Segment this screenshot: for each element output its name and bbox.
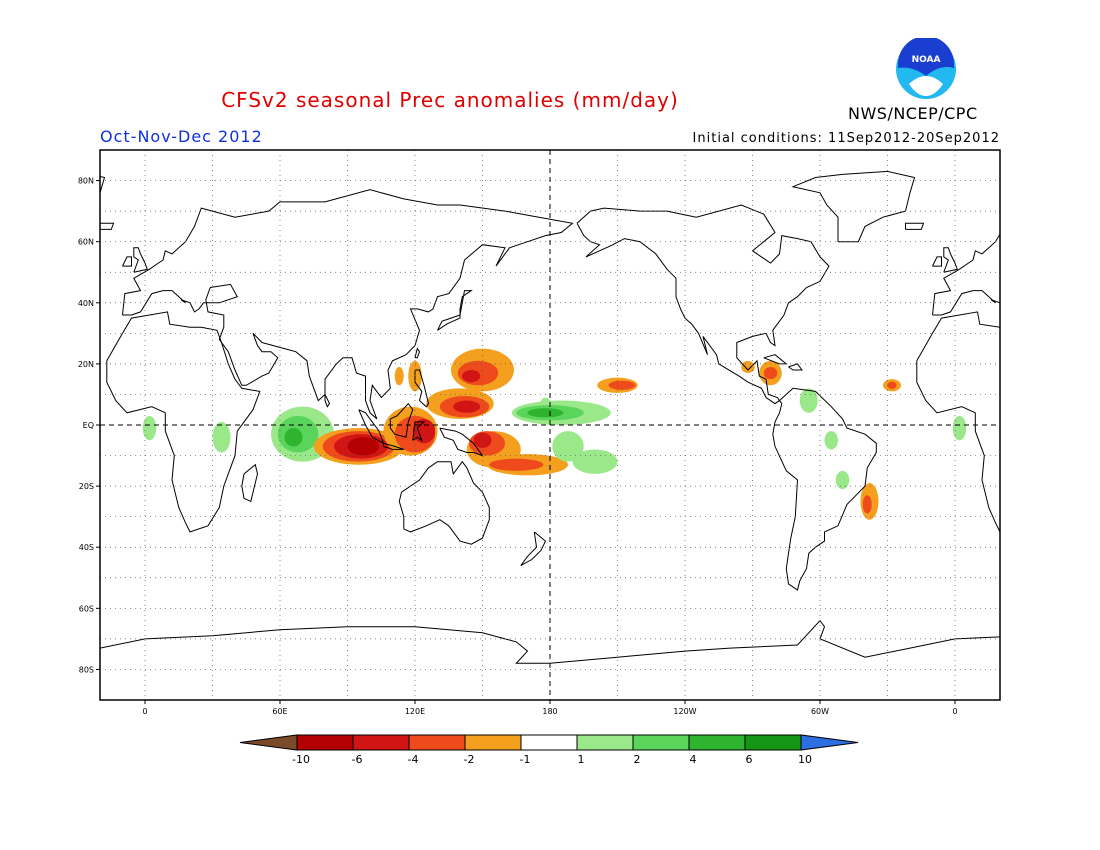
- coastline-path: [437, 290, 473, 331]
- coastline-path: [943, 247, 958, 273]
- colorbar-tick-label: -1: [520, 753, 531, 766]
- anomaly-region: [212, 421, 231, 453]
- lon-tick-label: 60E: [272, 707, 287, 716]
- colorbar-min-arrow: [239, 734, 298, 751]
- colorbar: -10 -6 -4 -2 -1 1 2 4 6 10: [239, 734, 859, 766]
- anomaly-region: [608, 380, 636, 390]
- colorbar-tick-label: 10: [798, 753, 812, 766]
- svg-text:NOAA: NOAA: [912, 55, 941, 65]
- coastline-path: [412, 421, 426, 442]
- coastline-path: [916, 311, 1000, 533]
- coastline-path: [106, 311, 261, 533]
- coastline-path: [133, 247, 148, 273]
- colorbar-box: [744, 734, 802, 751]
- colorbar-box: [632, 734, 690, 751]
- colorbar-box: [296, 734, 354, 751]
- agency-label: NWS/NCEP/CPC: [848, 104, 978, 123]
- colorbar-box: [352, 734, 410, 751]
- anomaly-region: [887, 381, 897, 389]
- colorbar-tick-label: 4: [690, 753, 697, 766]
- lon-tick-label: 0: [952, 707, 957, 716]
- coastline-path: [414, 347, 421, 359]
- coastlines: [100, 170, 1000, 664]
- anomaly-region: [527, 408, 564, 418]
- anomaly-region: [572, 449, 618, 474]
- coastline-path: [414, 369, 430, 408]
- colorbar-box: [688, 734, 746, 751]
- colorbar-box: [464, 734, 522, 751]
- coastline-path: [763, 354, 788, 365]
- anomaly-region: [347, 437, 379, 456]
- lat-tick-label: 20S: [79, 482, 94, 491]
- lon-tick-label: 60W: [811, 707, 829, 716]
- lat-tick-label: 40S: [79, 543, 94, 552]
- gridlines: [100, 150, 1000, 700]
- lat-tick-label: 40N: [78, 299, 94, 308]
- lat-tick-label: 60S: [79, 604, 94, 613]
- initial-conditions-label: Initial conditions: 11Sep2012-20Sep2012: [692, 131, 1000, 146]
- coastline-path: [122, 189, 574, 420]
- coastline-path: [439, 427, 484, 457]
- colorbar-tick-label: 6: [746, 753, 753, 766]
- coastline-path: [520, 531, 547, 567]
- lat-tick-label: 80S: [79, 665, 94, 674]
- lat-tick-label: 60N: [78, 238, 94, 247]
- anomaly-region: [824, 431, 838, 450]
- anomaly-region: [799, 388, 818, 413]
- longitude-labels: 0 60E 120E 180 120W 60W 0: [142, 700, 958, 716]
- season-label: Oct-Nov-Dec 2012: [100, 127, 263, 146]
- coastline-path: [389, 402, 414, 438]
- noaa-logo-icon: NOAA: [896, 38, 956, 99]
- coastline-path: [905, 222, 925, 230]
- colorbar-box: [408, 734, 466, 751]
- coastline-path: [398, 460, 490, 545]
- anomaly-region: [552, 431, 584, 462]
- anomaly-region: [284, 428, 303, 447]
- anomaly-region: [952, 415, 967, 441]
- colorbar-tick-label: -2: [464, 753, 475, 766]
- coastline-path: [932, 256, 942, 267]
- coastline-path: [576, 204, 830, 405]
- lon-tick-label: 0: [142, 707, 147, 716]
- colorbar-tick-label: 2: [634, 753, 641, 766]
- coastline-path: [549, 619, 1000, 664]
- anomaly-region: [453, 400, 481, 413]
- lon-tick-label: 180: [542, 707, 557, 716]
- coastline-path: [100, 626, 550, 664]
- lon-tick-label: 120W: [673, 707, 696, 716]
- chart-title: CFSv2 seasonal Prec anomalies (mm/day): [221, 88, 679, 112]
- anomaly-region: [741, 360, 755, 374]
- coastline-path: [241, 463, 259, 503]
- colorbar-max-arrow: [800, 734, 859, 751]
- coastline-path: [122, 256, 132, 267]
- lat-tick-label: 80N: [78, 177, 94, 186]
- coastline-path: [788, 363, 803, 371]
- anomaly-region: [489, 458, 544, 471]
- coastline-path: [100, 222, 115, 230]
- coastline-path: [932, 233, 1000, 316]
- lat-tick-label: EQ: [83, 421, 94, 430]
- lon-tick-label: 120E: [405, 707, 425, 716]
- colorbar-box: [576, 734, 634, 751]
- coastline-path: [791, 170, 916, 243]
- coastline-path: [772, 387, 877, 591]
- coastline-path: [383, 442, 404, 450]
- anomaly-region: [394, 366, 404, 386]
- colorbar-tick-label: -4: [408, 753, 419, 766]
- latitude-labels: 80N 60N 40N 20N EQ 20S 40S 60S 80S: [78, 177, 100, 674]
- colorbar-tick-label: -6: [352, 753, 363, 766]
- anomaly-region: [142, 415, 157, 441]
- anomaly-region: [462, 370, 481, 383]
- lat-tick-label: 20N: [78, 360, 94, 369]
- colorbar-box: [520, 734, 578, 751]
- colorbar-tick-label: 1: [578, 753, 585, 766]
- anomaly-region: [835, 470, 850, 490]
- colorbar-tick-label: -10: [292, 753, 310, 766]
- anomaly-region: [862, 495, 872, 514]
- coastline-path: [324, 394, 331, 408]
- anomaly-region: [763, 366, 778, 380]
